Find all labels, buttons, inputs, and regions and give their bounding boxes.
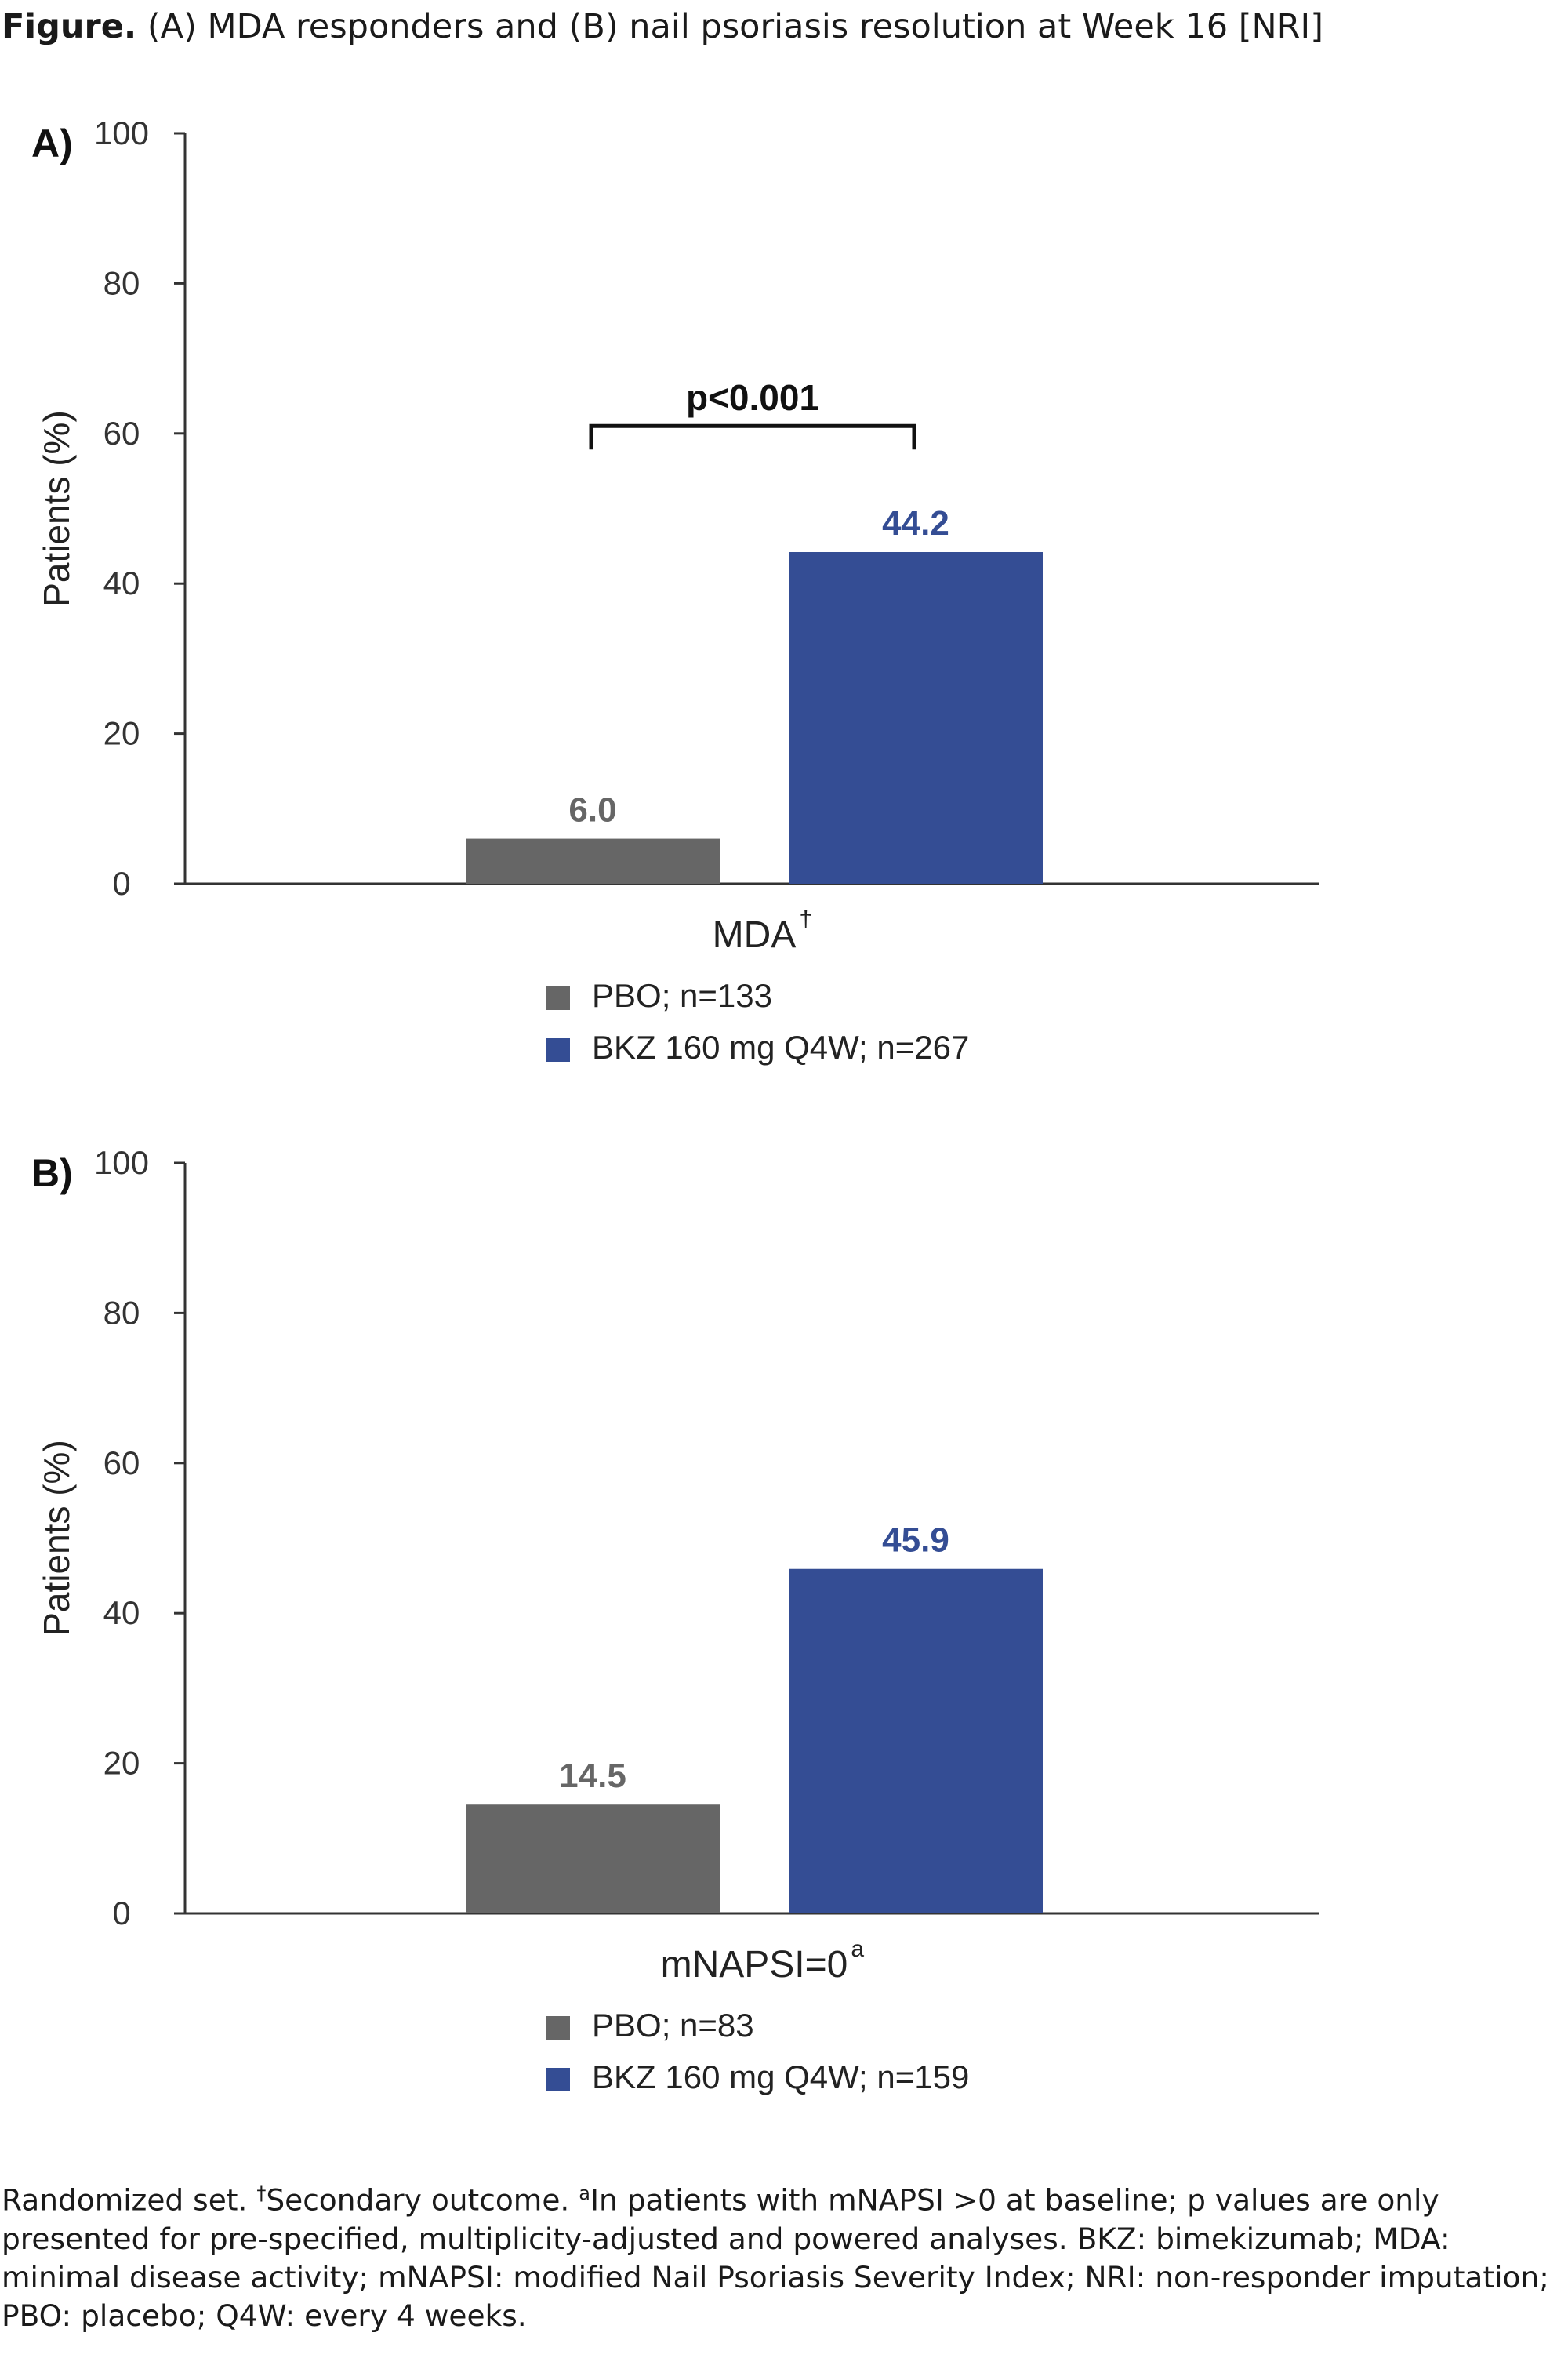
panel-a-bar-value-label: 6.0 xyxy=(568,791,616,830)
panel-b-bar-bkz xyxy=(789,1568,1043,1913)
panel-b-legend-label-pbo: PBO; n=83 xyxy=(592,2007,754,2044)
panel-b-y-tick-label: 100 xyxy=(94,1144,149,1181)
panel-a-bar-value-label: 44.2 xyxy=(882,504,949,543)
figure-title: Figure. (A) MDA responders and (B) nail … xyxy=(2,3,1323,50)
panel-b-category-label: mNAPSI=0 xyxy=(661,1944,848,1986)
panel-a-p-value: p<0.001 xyxy=(686,377,819,418)
panel-a-y-tick-label: 60 xyxy=(103,415,140,452)
panel-a-y-tick-label: 100 xyxy=(94,114,149,151)
panel-b-y-tick-label: 40 xyxy=(103,1594,140,1631)
panel-a-y-tick-label: 40 xyxy=(103,565,140,601)
chart-panel-b: B) Patients (%) 0 20 40 60 80 100 14.5 45.9 mNAPSI… xyxy=(31,1144,1319,2095)
panel-b-y-tick-label: 60 xyxy=(103,1444,140,1481)
panel-a-panel-label: A) xyxy=(31,122,73,165)
panel-a-legend-label-bkz: BKZ 160 mg Q4W; n=267 xyxy=(592,1029,969,1066)
panel-a-y-tick-label: 20 xyxy=(103,715,140,752)
panel-b-legend-swatch-bkz xyxy=(546,2068,570,2091)
figure-title-bold: Figure. xyxy=(2,7,137,46)
panel-b-panel-label: B) xyxy=(31,1151,73,1195)
panel-b-bar-value-label: 45.9 xyxy=(882,1521,949,1560)
panel-b-legend-label-bkz: BKZ 160 mg Q4W; n=159 xyxy=(592,2058,969,2095)
panel-b-bar-pbo xyxy=(466,1804,720,1913)
panel-b-y-axis-label: Patients (%) xyxy=(36,1440,77,1637)
panel-a-legend-swatch-pbo xyxy=(546,986,570,1010)
footnote-dagger: † xyxy=(256,2182,267,2204)
panel-b-bar-value-label: 14.5 xyxy=(559,1757,626,1795)
panel-a-category-label: MDA xyxy=(713,914,797,956)
panel-a-y-axis-label: Patients (%) xyxy=(36,410,77,607)
panel-b-y-tick-label: 0 xyxy=(112,1895,130,1931)
footnote-part-3: In patients with mNAPSI >0 at baseline; … xyxy=(2,2182,1549,2333)
footnote: Randomized set. †Secondary outcome. aIn … xyxy=(2,2175,1565,2335)
panel-a-bar-pbo xyxy=(466,838,720,884)
panel-a-bar-bkz xyxy=(789,552,1043,884)
chart-panel-a: A) Patients (%) 0 20 40 60 80 100 6.0 44.2 MDA † p<0… xyxy=(31,114,1319,1066)
panel-b-y-tick-label: 80 xyxy=(103,1294,140,1331)
panel-a-y-tick-label: 80 xyxy=(103,264,140,301)
panel-a-significance-bracket xyxy=(589,423,916,450)
footnote-part-2: Secondary outcome. xyxy=(266,2182,579,2218)
panel-a-category-superscript: † xyxy=(799,907,812,932)
panel-a-y-tick-label: 0 xyxy=(112,865,130,902)
panel-b-y-tick-label: 20 xyxy=(103,1745,140,1782)
panel-a-legend-label-pbo: PBO; n=133 xyxy=(592,977,772,1014)
footnote-part-1: Randomized set. xyxy=(2,2182,257,2218)
panel-b-category-superscript: a xyxy=(851,1936,864,1962)
panel-b-legend-swatch-pbo xyxy=(546,2016,570,2040)
panel-a-legend-swatch-bkz xyxy=(546,1038,570,1062)
footnote-a: a xyxy=(579,2182,590,2204)
figure-title-text: (A) MDA responders and (B) nail psoriasi… xyxy=(136,7,1324,46)
